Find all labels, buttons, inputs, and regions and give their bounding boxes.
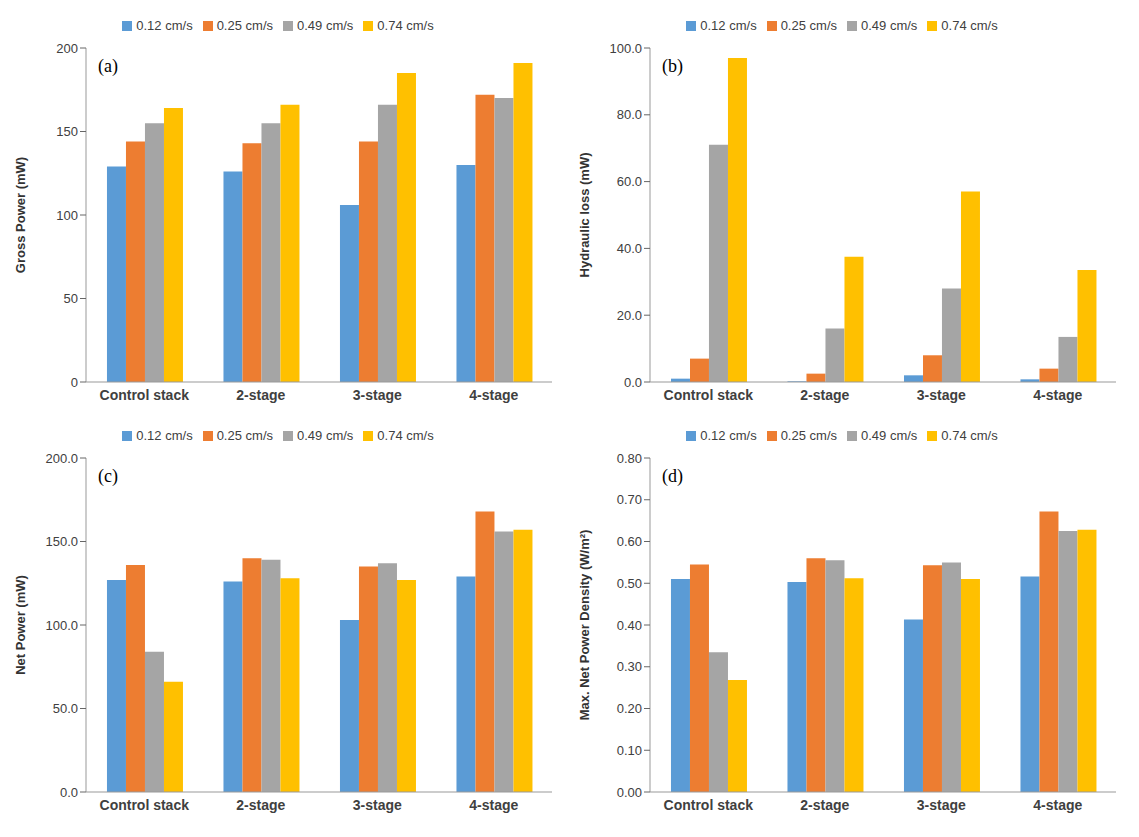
html-text:(c): (c) bbox=[98, 466, 118, 486]
html-text:0.25 cm/s: 0.25 cm/s bbox=[780, 18, 837, 33]
html-text:0.49 cm/s: 0.49 cm/s bbox=[861, 428, 918, 443]
svg-text:Control stack: Control stack bbox=[664, 797, 754, 813]
html-text:0.49 cm/s: 0.49 cm/s bbox=[297, 18, 354, 33]
svg-text:3-stage: 3-stage bbox=[353, 387, 402, 403]
svg-text:150.0: 150.0 bbox=[45, 534, 78, 549]
svg-text:3-stage: 3-stage bbox=[917, 387, 966, 403]
svg-text:0.70: 0.70 bbox=[617, 492, 642, 507]
svg-text:4-stage: 4-stage bbox=[469, 797, 518, 813]
html-text:(d): (d) bbox=[662, 466, 683, 486]
svg-text:4-stage: 4-stage bbox=[1033, 387, 1082, 403]
html-text:0.25 cm/s: 0.25 cm/s bbox=[216, 428, 273, 443]
html-text:0.49 cm/s: 0.49 cm/s bbox=[861, 18, 918, 33]
svg-text:0.00: 0.00 bbox=[617, 785, 642, 800]
svg-text:100.0: 100.0 bbox=[45, 618, 78, 633]
svg-text:2-stage: 2-stage bbox=[800, 797, 849, 813]
svg-text:Control stack: Control stack bbox=[100, 387, 190, 403]
svg-text:40.0: 40.0 bbox=[617, 241, 642, 256]
svg-text:2-stage: 2-stage bbox=[800, 387, 849, 403]
svg-text:2-stage: 2-stage bbox=[236, 387, 285, 403]
svg-text:Net Power (mW): Net Power (mW) bbox=[13, 575, 28, 675]
html-text:0.74 cm/s: 0.74 cm/s bbox=[941, 428, 998, 443]
svg-text:50.0: 50.0 bbox=[53, 701, 78, 716]
svg-text:20.0: 20.0 bbox=[617, 308, 642, 323]
html-text:0.12 cm/s: 0.12 cm/s bbox=[700, 428, 757, 443]
svg-text:60.0: 60.0 bbox=[617, 174, 642, 189]
html-text:0.25 cm/s: 0.25 cm/s bbox=[780, 428, 837, 443]
svg-text:0.80: 0.80 bbox=[617, 451, 642, 466]
svg-text:0.30: 0.30 bbox=[617, 659, 642, 674]
html-text:0.74 cm/s: 0.74 cm/s bbox=[377, 428, 434, 443]
svg-text:50: 50 bbox=[64, 291, 78, 306]
svg-text:Control stack: Control stack bbox=[664, 387, 754, 403]
svg-text:3-stage: 3-stage bbox=[917, 797, 966, 813]
svg-text:0.60: 0.60 bbox=[617, 534, 642, 549]
svg-text:Gross Power (mW): Gross Power (mW) bbox=[13, 157, 28, 273]
svg-text:80.0: 80.0 bbox=[617, 107, 642, 122]
svg-text:4-stage: 4-stage bbox=[469, 387, 518, 403]
html-text:0.49 cm/s: 0.49 cm/s bbox=[297, 428, 354, 443]
svg-text:Max. Net Power Density (W/m²): Max. Net Power Density (W/m²) bbox=[577, 530, 592, 721]
svg-text:0.50: 0.50 bbox=[617, 576, 642, 591]
svg-text:0.0: 0.0 bbox=[60, 785, 78, 800]
html-text:(b): (b) bbox=[662, 56, 683, 76]
svg-text:0.40: 0.40 bbox=[617, 618, 642, 633]
svg-text:100: 100 bbox=[56, 208, 78, 223]
svg-text:0.0: 0.0 bbox=[624, 375, 642, 390]
svg-text:0: 0 bbox=[71, 375, 78, 390]
html-text:0.12 cm/s: 0.12 cm/s bbox=[136, 428, 193, 443]
html-text:0.12 cm/s: 0.12 cm/s bbox=[136, 18, 193, 33]
svg-text:150: 150 bbox=[56, 124, 78, 139]
svg-text:2-stage: 2-stage bbox=[236, 797, 285, 813]
html-text:0.12 cm/s: 0.12 cm/s bbox=[700, 18, 757, 33]
svg-text:200: 200 bbox=[56, 41, 78, 56]
svg-text:4-stage: 4-stage bbox=[1033, 797, 1082, 813]
svg-text:200.0: 200.0 bbox=[45, 451, 78, 466]
svg-text:Hydraulic loss (mW): Hydraulic loss (mW) bbox=[577, 153, 592, 278]
svg-text:0.20: 0.20 bbox=[617, 701, 642, 716]
svg-text:0.10: 0.10 bbox=[617, 743, 642, 758]
html-text:(a): (a) bbox=[98, 56, 118, 76]
svg-text:3-stage: 3-stage bbox=[353, 797, 402, 813]
svg-text:100.0: 100.0 bbox=[609, 41, 642, 56]
html-text:0.25 cm/s: 0.25 cm/s bbox=[216, 18, 273, 33]
svg-text:Control stack: Control stack bbox=[100, 797, 190, 813]
html-text:0.74 cm/s: 0.74 cm/s bbox=[941, 18, 998, 33]
html-text:0.74 cm/s: 0.74 cm/s bbox=[377, 18, 434, 33]
